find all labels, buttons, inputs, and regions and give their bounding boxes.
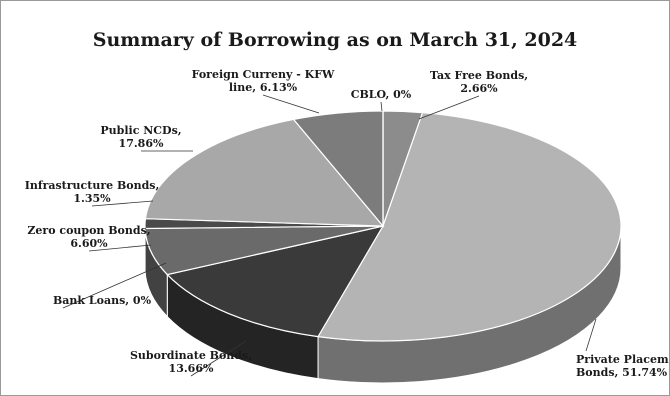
- pie-slice-6: [144, 118, 385, 227]
- pie-top: [144, 110, 622, 342]
- slice-label-line: Infrastructure Bonds,: [25, 179, 160, 192]
- slice-label-line: Public NCDs,: [100, 124, 181, 137]
- slice-label-line: Tax Free Bonds,: [430, 69, 528, 82]
- leader-line-4: [88, 244, 152, 252]
- leader-line-0: [418, 95, 480, 120]
- slice-label-line: CBLO, 0%: [351, 88, 412, 101]
- leader-line-3: [62, 262, 167, 309]
- slice-label-line: line, 6.13%: [229, 81, 298, 94]
- slice-label-line: Zero coupon Bonds,: [27, 224, 150, 237]
- slice-label-line: 2.66%: [460, 82, 498, 95]
- leader-line-8: [380, 101, 383, 112]
- pie-slice-1: [317, 111, 622, 342]
- slice-label-line: Private Placement: [576, 353, 669, 366]
- leader-line-1: [585, 318, 597, 352]
- slice-label-1: Private PlacementBonds, 51.74%: [576, 353, 669, 379]
- slice-label-line: 13.66%: [169, 362, 214, 375]
- leader-line-5: [91, 200, 154, 207]
- slice-label-3: Bank Loans, 0%: [53, 294, 152, 307]
- slice-label-6: Public NCDs, 17.86%: [100, 124, 181, 150]
- slice-label-5: Infrastructure Bonds, 1.35%: [25, 179, 160, 205]
- slice-label-line: Bonds, 51.74%: [576, 366, 668, 379]
- leader-line-2: [190, 340, 247, 377]
- chart-title: Summary of Borrowing as on March 31, 202…: [92, 29, 578, 51]
- slice-label-0: Tax Free Bonds, 2.66%: [430, 69, 528, 95]
- slice-label-2: Subordinate Bonds, 13.66%: [130, 349, 252, 375]
- slice-label-line: Subordinate Bonds,: [130, 349, 252, 362]
- slice-label-line: Foreign Curreny - KFW: [192, 68, 335, 81]
- slice-label-line: 17.86%: [119, 137, 164, 150]
- slice-label-7: Foreign Curreny - KFW line, 6.13%: [192, 68, 335, 94]
- leader-line-7: [262, 94, 320, 114]
- slice-label-line: 1.35%: [73, 192, 111, 205]
- slice-label-4: Zero coupon Bonds, 6.60%: [27, 224, 150, 250]
- slice-label-line: 6.60%: [70, 237, 108, 250]
- pie-slice-2: [166, 225, 385, 338]
- pie-labels: Tax Free Bonds,2.66% Private PlacementBon…: [25, 68, 669, 379]
- slice-label-8: CBLO, 0%: [351, 88, 412, 101]
- slice-label-line: Bank Loans, 0%: [53, 294, 152, 307]
